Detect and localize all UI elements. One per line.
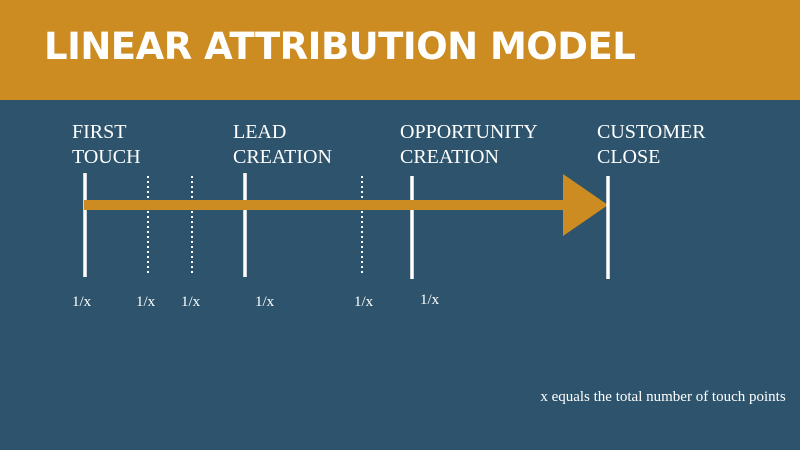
header-banner: LINEAR ATTRIBUTION MODEL (0, 0, 800, 100)
touch-weight-label: 1/x (136, 294, 156, 310)
stage-label-line: CUSTOMER (597, 121, 706, 143)
page-title: LINEAR ATTRIBUTION MODEL (44, 25, 636, 68)
stage-label-customer-close: CUSTOMER CLOSE (597, 120, 706, 170)
stage-label-line: CREATION (400, 146, 499, 168)
touch-weight-label: 1/x (420, 292, 440, 308)
stage-label-line: OPPORTUNITY (400, 121, 538, 143)
touch-weight-label: 1/x (354, 294, 374, 310)
stage-label-line: FIRST (72, 121, 127, 143)
timeline-arrow-head (563, 174, 608, 236)
timeline-arrow-shaft (84, 200, 566, 210)
footnote: x equals the total number of touch point… (540, 389, 786, 405)
touch-weight-label: 1/x (72, 294, 92, 310)
stage-label-line: CLOSE (597, 146, 661, 168)
stage-label-opportunity-creation: OPPORTUNITY CREATION (400, 120, 538, 170)
stage-label-line: LEAD (233, 121, 287, 143)
stage-label-line: TOUCH (72, 146, 141, 168)
stage-label-line: CREATION (233, 146, 332, 168)
stage-label-lead-creation: LEAD CREATION (233, 120, 332, 170)
touch-weight-label: 1/x (255, 294, 275, 310)
stage-label-first-touch: FIRST TOUCH (72, 120, 141, 170)
touch-weight-label: 1/x (181, 294, 201, 310)
